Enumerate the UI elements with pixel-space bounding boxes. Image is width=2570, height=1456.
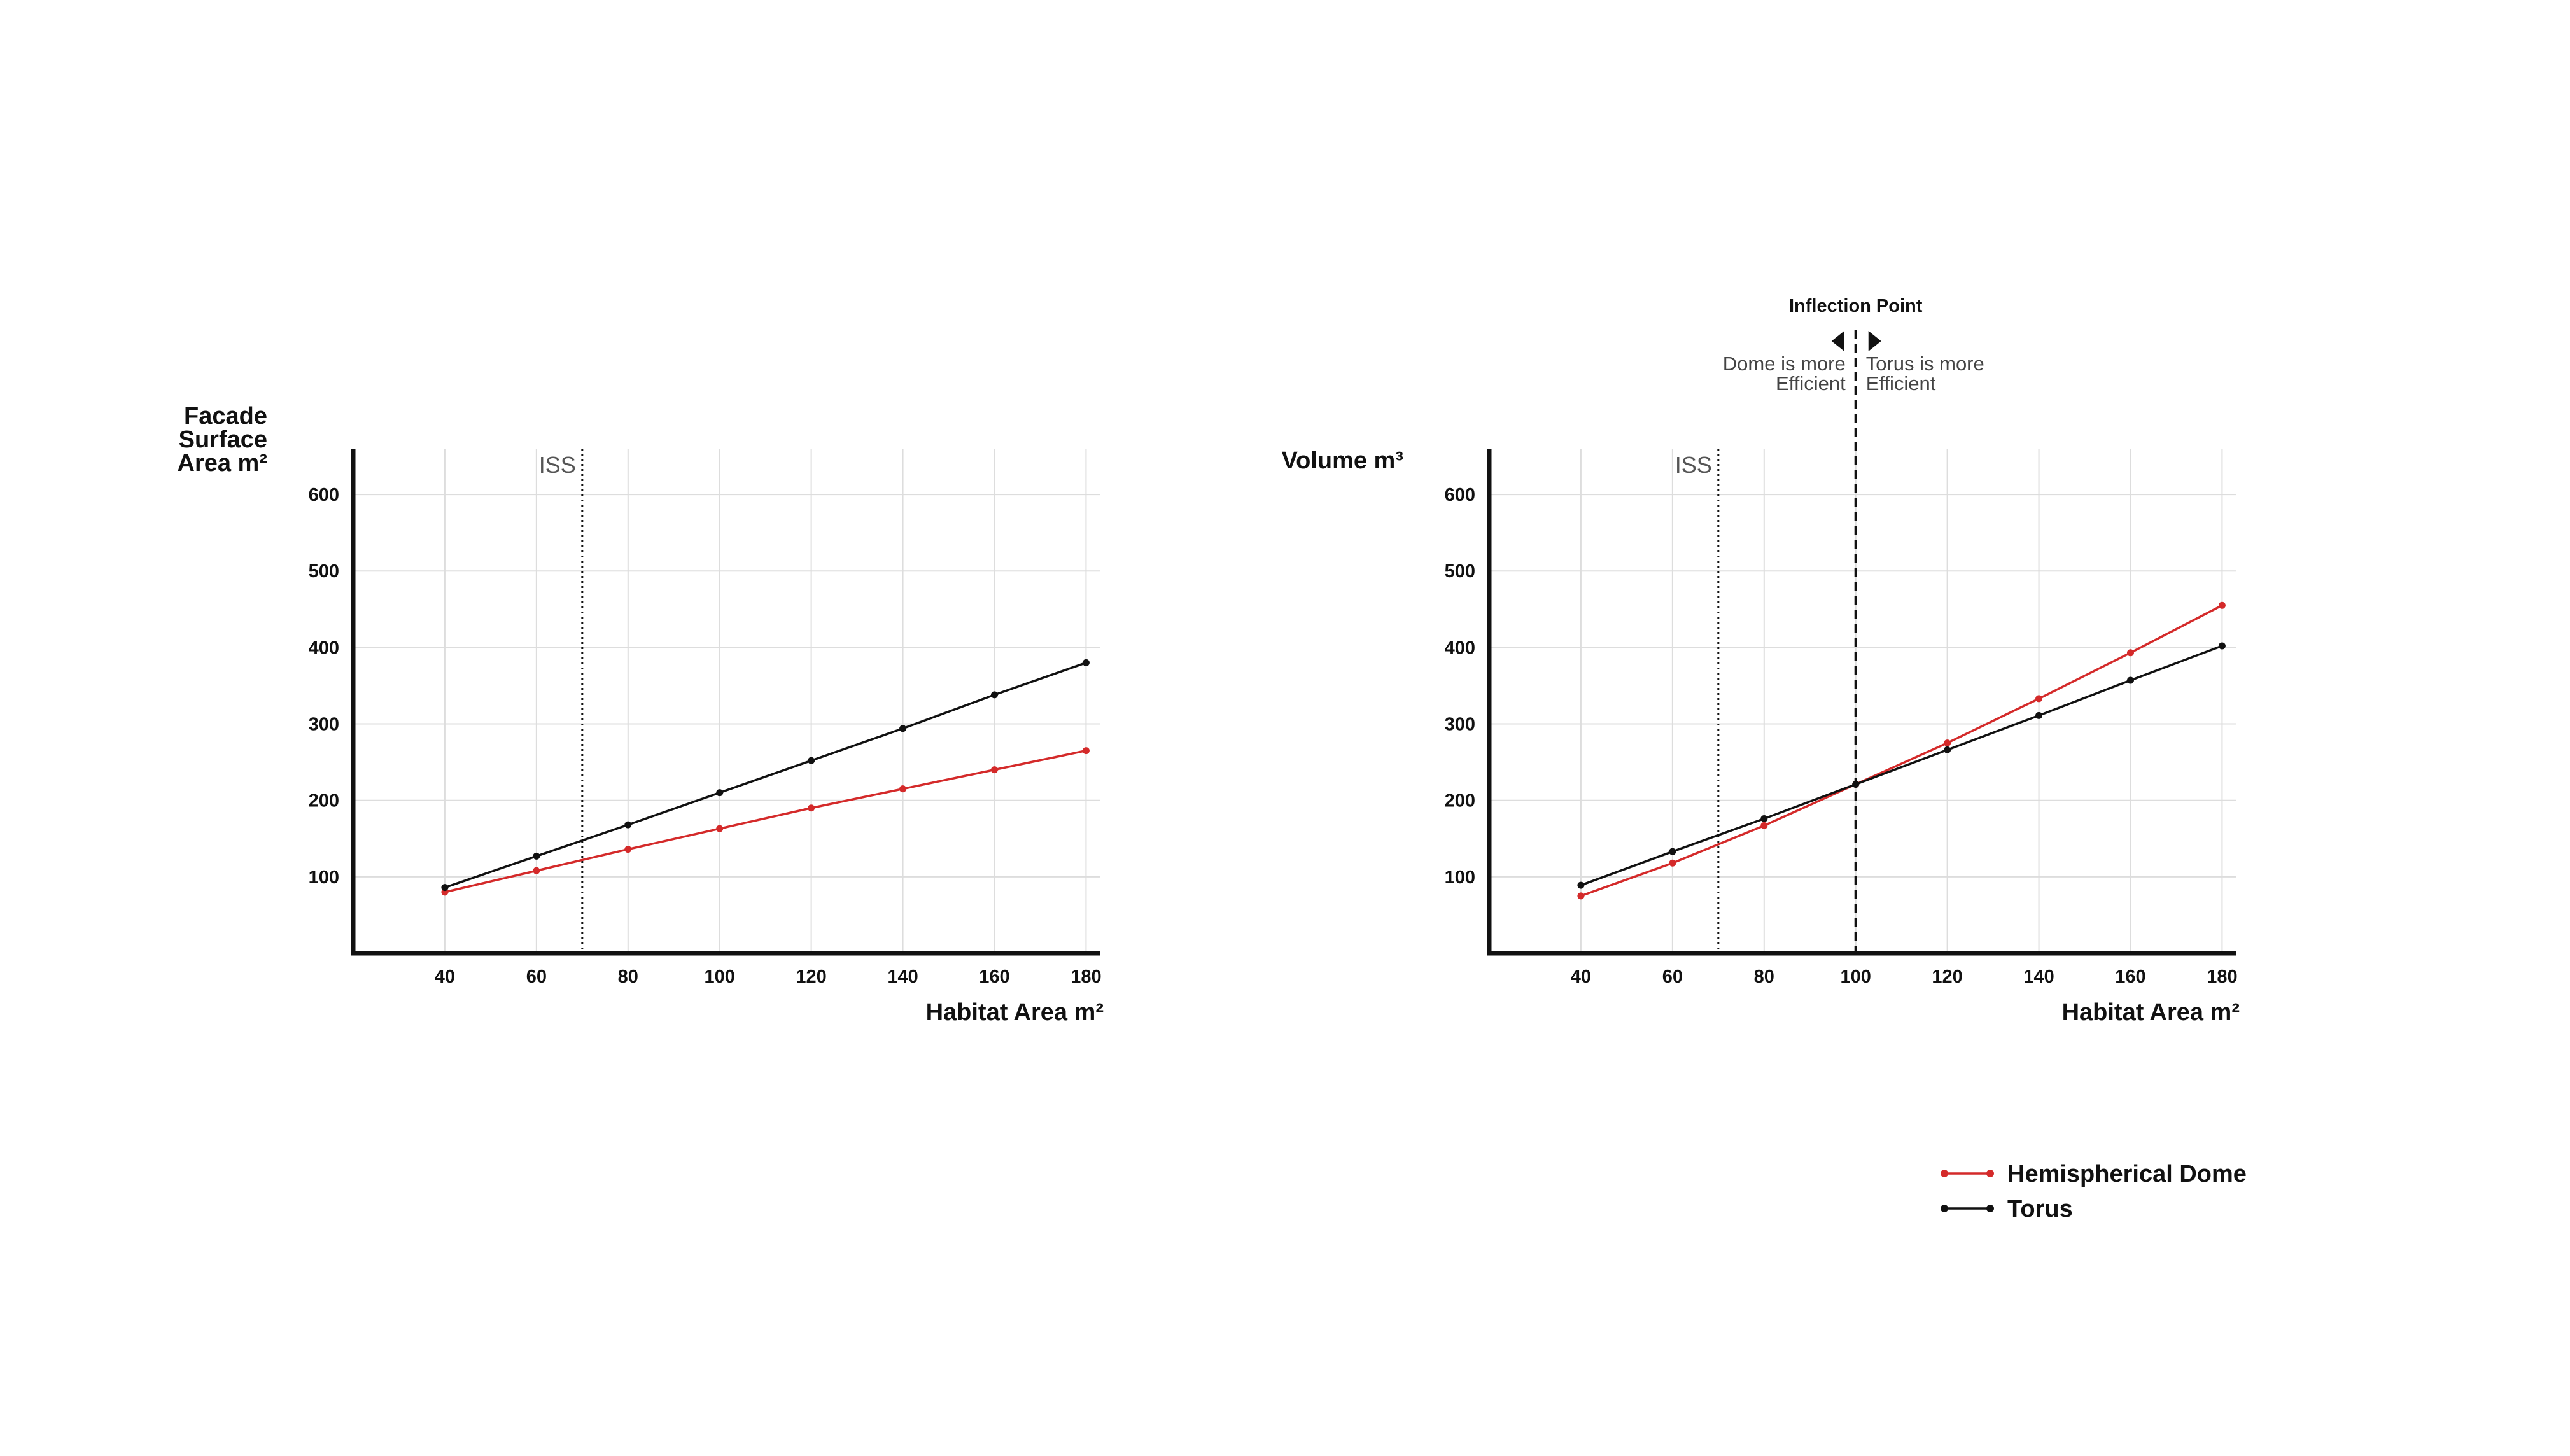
data-point-torus <box>441 884 449 892</box>
data-point-torus <box>624 821 632 829</box>
x-tick-label: 60 <box>526 967 547 987</box>
inflection-title: Inflection Point <box>1789 296 1923 316</box>
x-tick-label: 40 <box>1571 967 1591 987</box>
x-tick-label: 120 <box>1932 967 1962 987</box>
arrow-left-icon <box>1831 331 1844 351</box>
x-tick-label: 100 <box>705 967 735 987</box>
legend: Hemispherical Dome Torus <box>1941 1161 2247 1222</box>
y-tick-label: 400 <box>309 638 339 658</box>
legend-label: Hemispherical Dome <box>2007 1161 2247 1187</box>
x-tick-label: 120 <box>796 967 826 987</box>
data-point-torus <box>716 789 724 797</box>
series-line-torus <box>444 661 1086 889</box>
torus-efficient-note: Efficient <box>1866 372 1936 395</box>
y-tick-label: 300 <box>309 715 339 735</box>
data-point-hemispherical-dome <box>990 766 998 774</box>
data-point-torus <box>1577 881 1585 889</box>
data-point-hemispherical-dome <box>1944 739 1951 747</box>
iss-label: ISS <box>539 452 576 478</box>
x-tick-label: 40 <box>435 967 455 987</box>
x-axis-title: Habitat Area m² <box>2062 999 2240 1026</box>
dome-efficient-note: Efficient <box>1776 372 1846 395</box>
arrow-right-icon <box>1868 331 1881 351</box>
data-point-torus <box>1852 780 1860 788</box>
y-axis-title: Facade <box>184 403 267 430</box>
torus-efficient-note: Torus is more <box>1866 353 1984 375</box>
data-point-hemispherical-dome <box>899 785 907 793</box>
y-tick-label: 500 <box>309 561 339 582</box>
y-tick-label: 600 <box>1445 485 1475 505</box>
x-tick-label: 140 <box>2023 967 2054 987</box>
y-tick-label: 100 <box>309 867 339 888</box>
y-axis-title: Area m² <box>178 450 268 477</box>
chart-1: ISS 100 200 300 400 500 600 40 60 80 100 120 140 160 1… <box>178 403 1104 1026</box>
y-tick-label: 200 <box>309 791 339 811</box>
data-point-torus <box>2218 642 2226 650</box>
data-point-torus <box>1944 746 1951 753</box>
x-tick-label: 100 <box>1841 967 1871 987</box>
y-tick-label: 400 <box>1445 638 1475 658</box>
data-point-hemispherical-dome <box>808 804 815 812</box>
x-axis-title: Habitat Area m² <box>926 999 1104 1026</box>
data-point-hemispherical-dome <box>1669 859 1676 867</box>
data-point-torus <box>1760 815 1768 823</box>
iss-label: ISS <box>1675 452 1712 478</box>
data-point-hemispherical-dome <box>2126 649 2134 657</box>
data-point-hemispherical-dome <box>2035 695 2043 703</box>
data-point-hemispherical-dome <box>533 867 540 874</box>
data-point-torus <box>2126 676 2134 684</box>
data-point-torus <box>1669 848 1676 855</box>
y-tick-label: 300 <box>1445 715 1475 735</box>
data-point-torus <box>533 852 540 860</box>
data-point-hemispherical-dome <box>716 825 724 832</box>
y-axis-title: Surface <box>179 426 267 453</box>
legend-marker <box>1941 1170 1948 1177</box>
data-point-torus <box>1082 659 1090 666</box>
data-point-hemispherical-dome <box>2218 601 2226 609</box>
data-point-hemispherical-dome <box>624 846 632 853</box>
legend-marker <box>1941 1205 1948 1212</box>
data-point-torus <box>899 725 907 732</box>
series-line-hemispherical-dome <box>1580 604 2223 897</box>
data-point-torus <box>2035 711 2043 719</box>
x-tick-label: 180 <box>1071 967 1101 987</box>
legend-marker <box>1986 1170 1994 1177</box>
data-point-hemispherical-dome <box>1577 892 1585 900</box>
x-tick-label: 160 <box>2115 967 2145 987</box>
x-tick-label: 140 <box>887 967 918 987</box>
data-point-torus <box>990 691 998 699</box>
x-tick-label: 160 <box>979 967 1009 987</box>
y-axis-title: Volume m³ <box>1282 447 1403 474</box>
x-tick-label: 80 <box>618 967 638 987</box>
x-tick-label: 180 <box>2207 967 2237 987</box>
series-line-hemispherical-dome <box>444 749 1086 893</box>
legend-marker <box>1986 1205 1994 1212</box>
legend-label: Torus <box>2007 1196 2073 1222</box>
dome-efficient-note: Dome is more <box>1723 353 1846 375</box>
y-tick-label: 600 <box>309 485 339 505</box>
data-point-hemispherical-dome <box>1082 747 1090 755</box>
x-tick-label: 60 <box>1662 967 1683 987</box>
x-tick-label: 80 <box>1754 967 1774 987</box>
y-tick-label: 200 <box>1445 791 1475 811</box>
data-point-hemispherical-dome <box>1760 822 1768 829</box>
series-line-torus <box>1580 645 2223 886</box>
y-tick-label: 100 <box>1445 867 1475 888</box>
data-point-torus <box>808 757 815 764</box>
y-tick-label: 500 <box>1445 561 1475 582</box>
